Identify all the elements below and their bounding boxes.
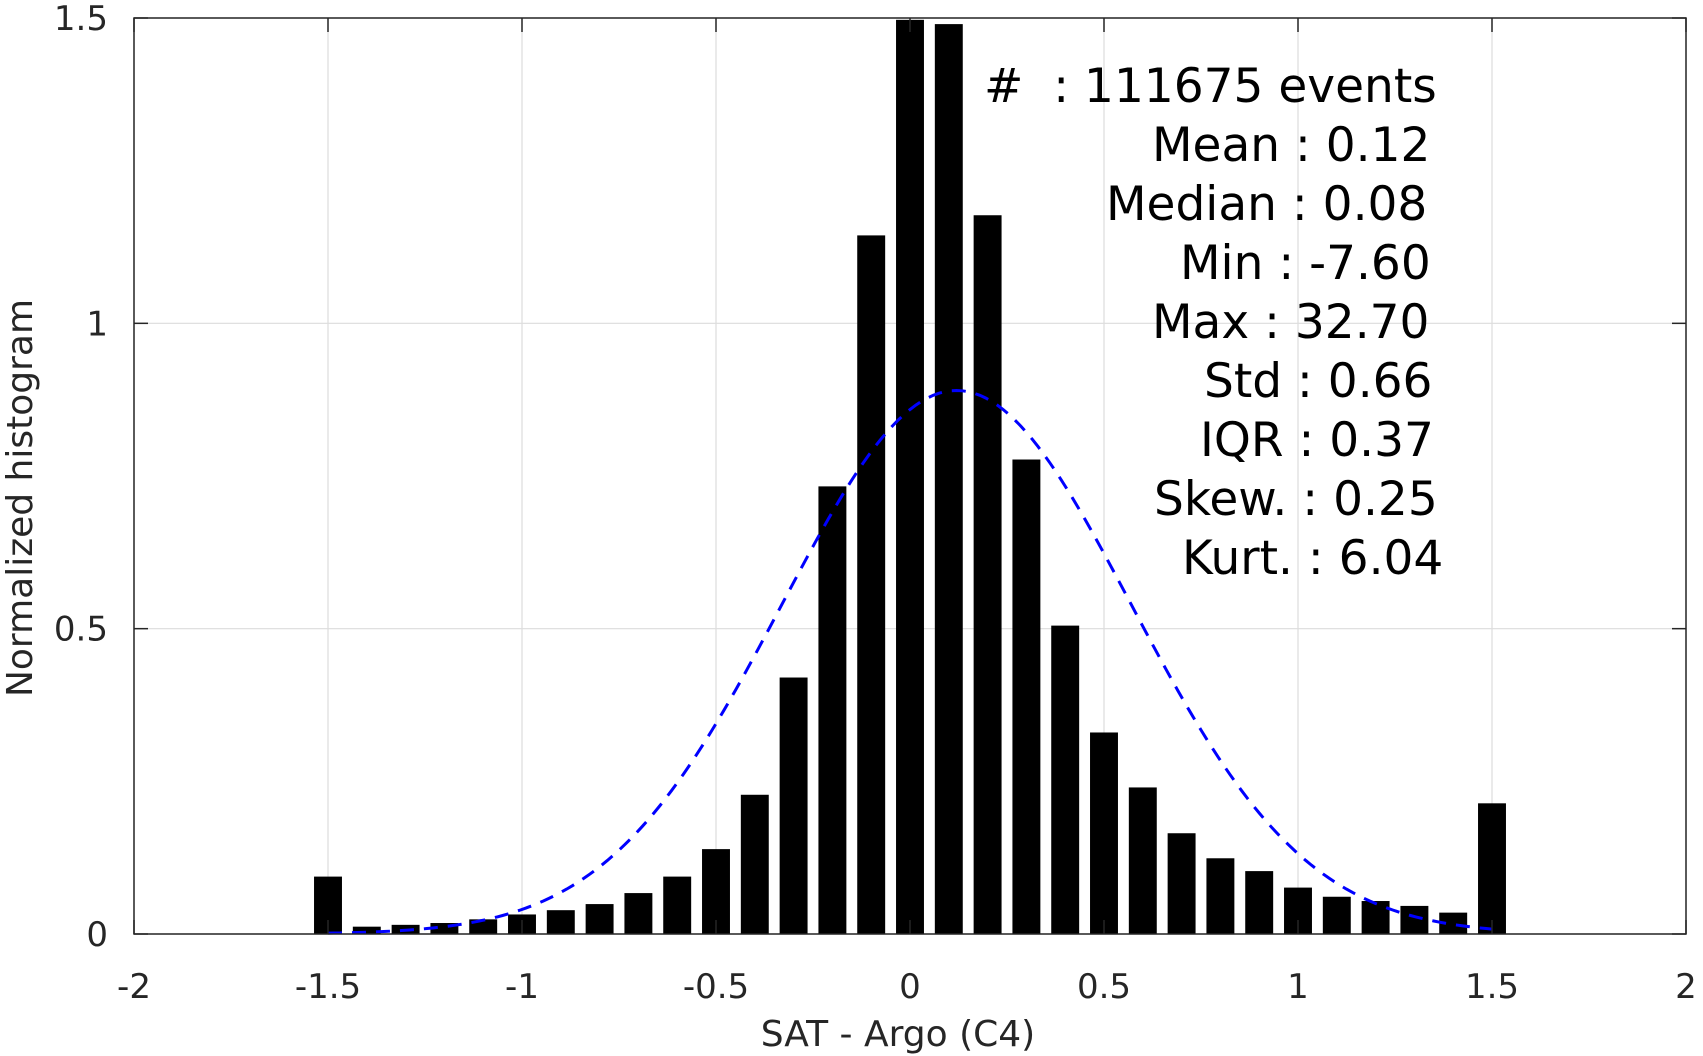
histogram-bar [585, 904, 614, 934]
histogram-bar [896, 19, 924, 934]
histogram-bar [1051, 625, 1080, 934]
histogram-bar [663, 876, 692, 934]
histogram-bar [740, 794, 769, 934]
histogram-bar [1206, 858, 1235, 934]
y-tick-label: 0.5 [54, 610, 108, 650]
stat-skew: Skew. : 0.25 [1154, 472, 1438, 527]
histogram-bar [1400, 905, 1429, 934]
histogram-bar [1439, 912, 1468, 934]
x-tick-label: -2 [117, 967, 151, 1007]
y-tick-labels: 0 0.5 1 1.5 [54, 0, 108, 955]
x-tick-label: 1.5 [1465, 967, 1519, 1007]
normal-fit-curve [327, 389, 1493, 935]
histogram-bar [779, 677, 808, 934]
histogram-bar [352, 926, 381, 934]
statistics-annotation: # : 111675 events Mean : 0.12 Median : 0… [984, 59, 1443, 586]
x-tick-label: 0 [899, 967, 921, 1007]
stat-median: Median : 0.08 [1106, 177, 1427, 232]
x-tick-label: -1 [505, 967, 539, 1007]
histogram-bar [1361, 901, 1390, 934]
x-tick-labels: -2 -1.5 -1 -0.5 0 0.5 1 1.5 2 [117, 967, 1697, 1007]
stat-iqr: IQR : 0.37 [1200, 413, 1434, 468]
histogram-bar [702, 849, 730, 934]
y-tick-label: 1 [86, 304, 108, 344]
axis-ticks [133, 17, 1687, 935]
stat-kurt: Kurt. : 6.04 [1182, 531, 1443, 586]
histogram-bar [546, 910, 575, 934]
stat-std: Std : 0.66 [1204, 354, 1432, 409]
histogram-bar [1090, 732, 1118, 934]
histogram-bar [1128, 787, 1157, 934]
x-tick-label: 0.5 [1077, 967, 1131, 1007]
stat-mean: Mean : 0.12 [1152, 118, 1430, 173]
histogram-bars [314, 19, 1506, 934]
x-tick-label: 2 [1675, 967, 1697, 1007]
histogram-bar [857, 235, 886, 934]
x-tick-label: -0.5 [683, 967, 749, 1007]
histogram-bar [818, 486, 847, 934]
histogram-bar [934, 24, 963, 934]
histogram-bar [624, 893, 653, 934]
histogram-bar [430, 923, 459, 934]
histogram-bar [1322, 896, 1351, 934]
x-axis-title: SAT - Argo (C4) [761, 1014, 1035, 1055]
histogram-bar [1478, 803, 1506, 934]
stat-events: # : 111675 events [984, 59, 1437, 114]
stat-max: Max : 32.70 [1152, 295, 1429, 350]
y-tick-label: 1.5 [54, 0, 108, 39]
histogram-bar [1245, 871, 1274, 934]
stat-min: Min : -7.60 [1180, 236, 1431, 291]
x-tick-label: -1.5 [295, 967, 361, 1007]
histogram-bar [1012, 459, 1041, 934]
histogram-bar [973, 215, 1002, 934]
x-tick-label: 1 [1287, 967, 1309, 1007]
y-axis-title: Normalized histogram [0, 299, 41, 697]
y-tick-label: 0 [86, 915, 108, 955]
histogram-bar [1167, 833, 1196, 934]
